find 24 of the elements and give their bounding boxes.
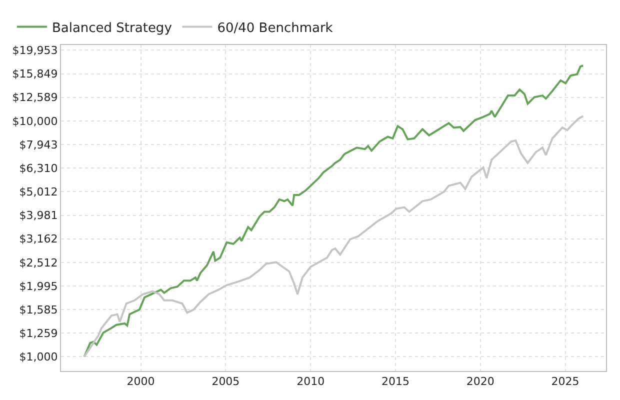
y-tick-label: $1,259 bbox=[19, 327, 58, 340]
line-series bbox=[83, 115, 584, 358]
y-tick-label: $7,943 bbox=[19, 138, 58, 152]
y-tick-label: $12,589 bbox=[12, 91, 58, 104]
y-tick-label: $1,000 bbox=[19, 350, 58, 364]
y-tick-label: $3,162 bbox=[19, 232, 58, 246]
x-tick-label: 2025 bbox=[551, 375, 580, 388]
y-tick-label: $2,512 bbox=[19, 256, 58, 270]
y-tick-label: $15,849 bbox=[12, 68, 58, 81]
x-tick-label: 2010 bbox=[296, 375, 325, 388]
y-tick-label: $1,995 bbox=[19, 280, 58, 293]
legend-label: Balanced Strategy bbox=[52, 20, 172, 36]
y-tick-label: $5,012 bbox=[19, 186, 58, 199]
y-tick-label: $19,953 bbox=[12, 44, 58, 58]
x-tick-label: 2015 bbox=[381, 375, 410, 388]
line-series bbox=[83, 64, 584, 358]
y-tick-label: $10,000 bbox=[12, 114, 58, 128]
y-tick-label: $1,585 bbox=[19, 303, 58, 316]
y-tick-label: $3,981 bbox=[19, 209, 58, 222]
y-tick-label: $6,310 bbox=[19, 162, 58, 175]
x-tick-label: 2005 bbox=[212, 375, 240, 388]
legend-label: 60/40 Benchmark bbox=[217, 20, 334, 36]
x-tick-label: 2020 bbox=[466, 375, 494, 388]
x-tick-label: 2000 bbox=[126, 375, 155, 388]
